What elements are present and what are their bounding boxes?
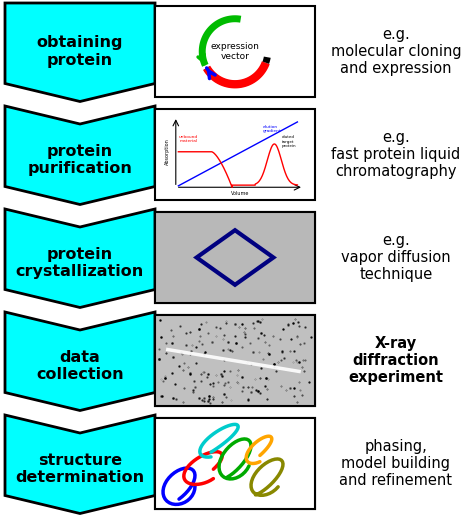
Text: unbound
material: unbound material xyxy=(179,134,198,143)
Text: expression
vector: expression vector xyxy=(210,42,259,61)
Text: Volume: Volume xyxy=(231,191,249,196)
Text: structure
determination: structure determination xyxy=(16,453,145,485)
Text: protein
crystallization: protein crystallization xyxy=(16,247,144,279)
Bar xyxy=(155,418,315,509)
Polygon shape xyxy=(5,415,155,513)
Text: e.g.
vapor diffusion
technique: e.g. vapor diffusion technique xyxy=(341,233,451,282)
Bar xyxy=(155,315,315,406)
Text: eluted
target
protein: eluted target protein xyxy=(281,135,296,148)
Bar xyxy=(155,109,315,200)
Text: phasing,
model building
and refinement: phasing, model building and refinement xyxy=(339,439,453,488)
Text: elution
gradient: elution gradient xyxy=(263,125,282,133)
Polygon shape xyxy=(5,106,155,204)
Polygon shape xyxy=(5,3,155,101)
Bar xyxy=(155,212,315,303)
Text: X-ray
diffraction
experiment: X-ray diffraction experiment xyxy=(348,336,444,385)
Text: e.g.
molecular cloning
and expression: e.g. molecular cloning and expression xyxy=(331,27,461,76)
Text: obtaining
protein: obtaining protein xyxy=(37,36,123,67)
Text: protein
purification: protein purification xyxy=(27,144,132,176)
Bar xyxy=(155,418,315,509)
Text: data
collection: data collection xyxy=(36,350,124,382)
Text: Absorption: Absorption xyxy=(165,139,170,165)
Polygon shape xyxy=(5,312,155,410)
Polygon shape xyxy=(5,209,155,307)
Bar xyxy=(155,315,315,406)
Bar xyxy=(155,212,315,303)
Bar xyxy=(155,6,315,97)
Text: e.g.
fast protein liquid
chromatography: e.g. fast protein liquid chromatography xyxy=(331,130,461,179)
